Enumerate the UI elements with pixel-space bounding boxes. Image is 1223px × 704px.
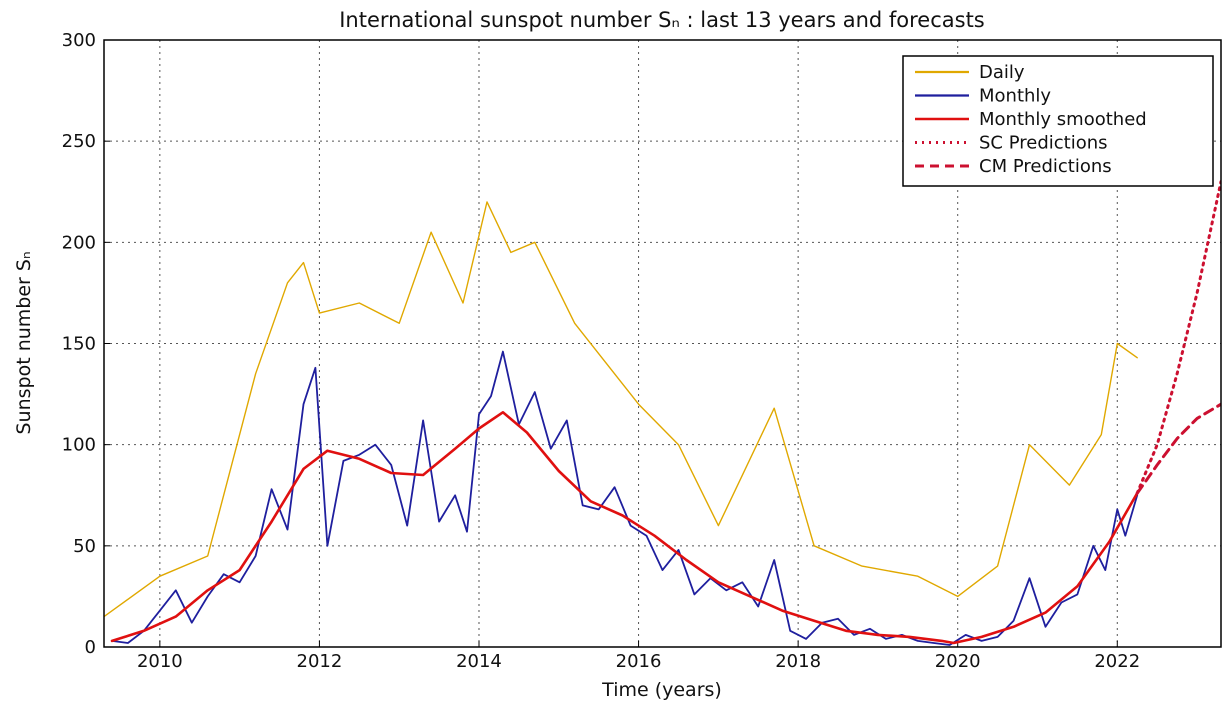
legend-box	[902, 55, 1214, 187]
x-tick-label: 2012	[297, 651, 343, 672]
legend-label: Monthly	[979, 86, 1051, 107]
legend-label: Monthly smoothed	[979, 109, 1147, 130]
series-line-cm-predictions	[1135, 402, 1221, 495]
x-tick-label: 2014	[456, 651, 502, 672]
y-axis-label: Sunspot number Sₙ	[13, 251, 35, 434]
x-tick-label: 2022	[1094, 651, 1140, 672]
series-line-sc-predictions	[1135, 180, 1221, 495]
x-tick-label: 2010	[137, 651, 183, 672]
y-tick-label: 0	[85, 637, 96, 658]
series-line-daily	[104, 201, 1138, 618]
axis-ticks: 0 50 100 150 200 250 300 2010 2012 2014 2016 2018 20…	[62, 30, 1141, 672]
grid	[104, 40, 1221, 647]
plot-series	[104, 180, 1221, 646]
plot-frame	[103, 39, 1222, 648]
series-line-monthly	[111, 350, 1139, 646]
y-tick-label: 100	[62, 435, 96, 456]
legend-label: SC Predictions	[979, 133, 1108, 154]
y-tick-label: 200	[62, 232, 96, 253]
x-axis-label: Time (years)	[601, 679, 722, 701]
y-tick-label: 250	[62, 131, 96, 152]
y-tick-label: 300	[62, 30, 96, 51]
y-tick-label: 150	[62, 334, 96, 355]
legend-label: Daily	[979, 62, 1025, 83]
x-tick-label: 2020	[935, 651, 981, 672]
legend-label: CM Predictions	[979, 156, 1112, 177]
x-tick-label: 2016	[616, 651, 662, 672]
series-line-monthly-smoothed	[110, 410, 1139, 645]
x-tick-label: 2018	[775, 651, 821, 672]
y-tick-label: 50	[73, 536, 96, 557]
chart-title: International sunspot number Sₙ : last 1…	[339, 8, 985, 32]
